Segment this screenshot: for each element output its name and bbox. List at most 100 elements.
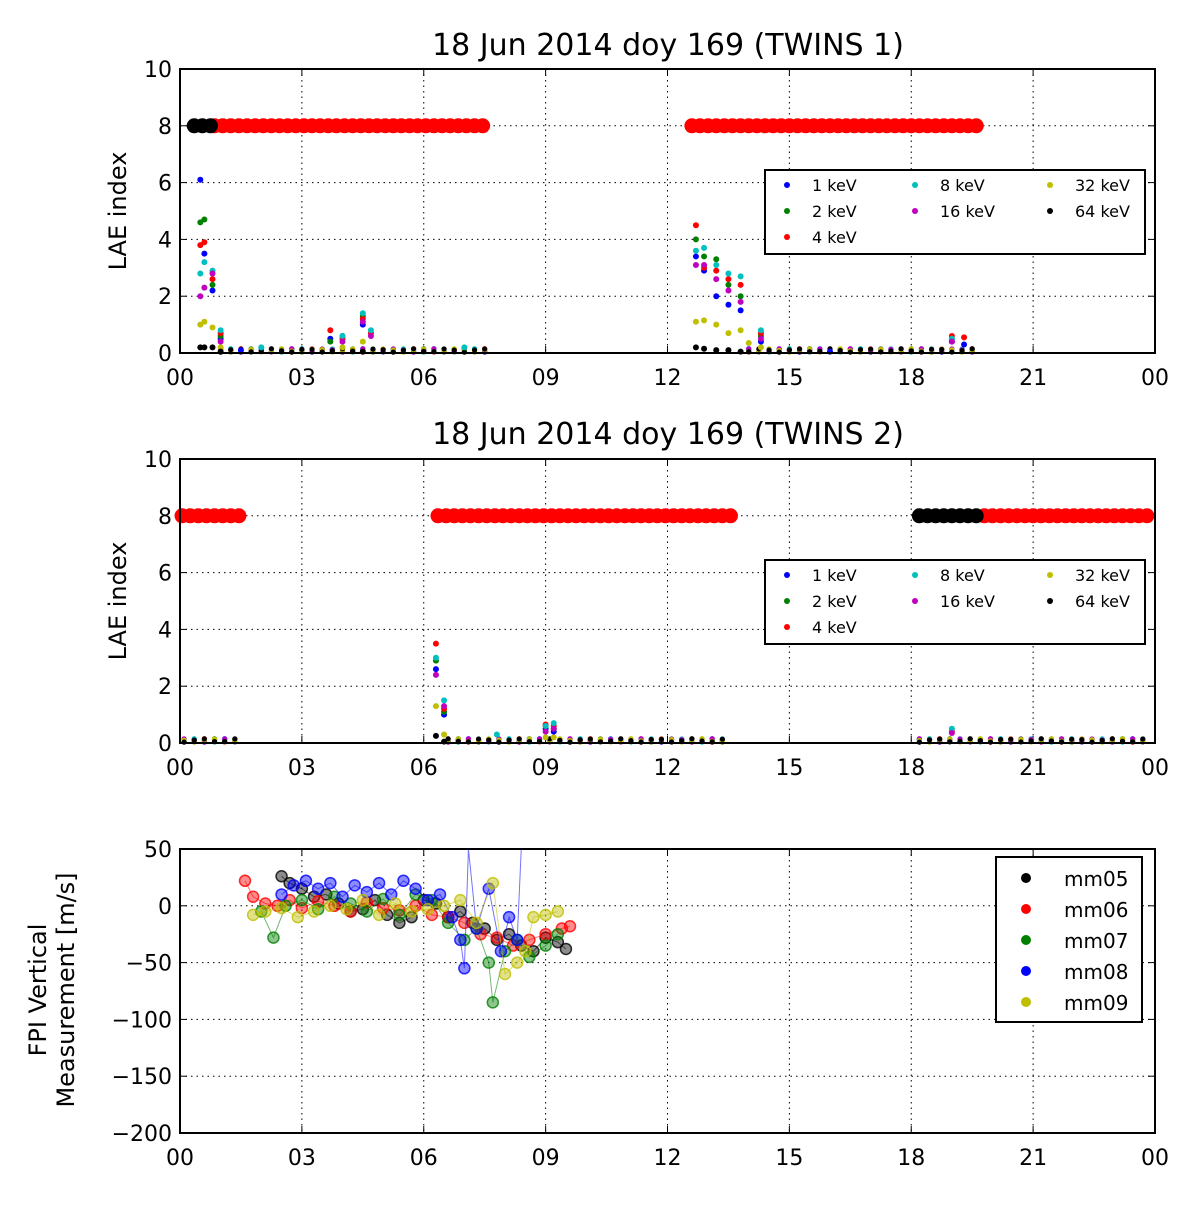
- data-point: [397, 874, 410, 888]
- flag-marker: [968, 508, 984, 524]
- y-tick-label: 2: [158, 675, 172, 700]
- data-point: [713, 321, 720, 328]
- flag-marker: [231, 508, 247, 524]
- data-point: [498, 967, 512, 981]
- legend-label: 4 keV: [812, 228, 857, 247]
- data-point: [868, 346, 874, 352]
- legend-label: mm05: [1064, 867, 1128, 891]
- data-point: [324, 876, 337, 890]
- legend-label: 32 keV: [1075, 566, 1130, 585]
- legend-label: mm08: [1064, 960, 1128, 984]
- legend-marker: [1021, 997, 1031, 1007]
- x-tick-label: 09: [532, 756, 560, 781]
- data-point: [618, 736, 624, 742]
- data-point: [275, 870, 288, 883]
- data-point: [928, 346, 935, 352]
- x-tick-label: 12: [654, 756, 682, 781]
- legend-box: [764, 559, 1146, 645]
- data-point: [470, 916, 483, 930]
- legend-label: 4 keV: [812, 618, 857, 637]
- data-point: [737, 273, 744, 280]
- data-point: [437, 899, 451, 913]
- data-point: [336, 890, 349, 903]
- data-point: [201, 216, 208, 223]
- x-tick-label: 18: [897, 366, 925, 391]
- data-point: [948, 730, 955, 737]
- x-tick-label: 03: [288, 1146, 316, 1171]
- legend-label: 16 keV: [940, 202, 995, 221]
- flag-marker: [475, 118, 491, 134]
- data-point: [539, 939, 552, 952]
- data-point: [692, 247, 699, 254]
- data-point: [405, 905, 418, 918]
- data-point: [209, 344, 216, 351]
- data-point: [737, 327, 744, 334]
- data-point: [692, 253, 699, 260]
- data-point: [445, 736, 451, 742]
- data-point: [359, 310, 366, 317]
- data-point: [796, 346, 803, 352]
- data-point: [1109, 736, 1115, 742]
- data-point: [209, 281, 216, 288]
- data-point: [757, 335, 764, 342]
- data-point: [701, 345, 708, 352]
- panel-title: 18 Jun 2014 doy 169 (TWINS 2): [432, 417, 904, 452]
- legend: 1 keV 8 keV 32 keV 2 keV 16 keV 64 keV 4 keV: [764, 169, 1146, 255]
- data-point: [393, 904, 406, 917]
- data-point: [701, 317, 708, 324]
- data-point: [441, 703, 448, 710]
- data-point: [327, 327, 334, 334]
- data-point: [692, 236, 699, 243]
- data-point: [551, 927, 565, 941]
- data-point: [372, 876, 386, 890]
- data-point: [237, 347, 244, 354]
- data-point: [482, 956, 495, 969]
- data-point: [563, 919, 577, 933]
- data-point: [837, 347, 843, 354]
- data-point: [359, 318, 366, 325]
- data-point: [217, 344, 224, 351]
- data-point: [725, 347, 732, 354]
- data-point: [232, 736, 238, 742]
- data-point: [201, 284, 208, 291]
- data-point: [432, 654, 439, 661]
- data-layer: [238, 848, 577, 1009]
- data-point: [409, 882, 422, 896]
- data-point: [197, 293, 204, 300]
- panel-title: 18 Jun 2014 doy 169 (TWINS 1): [432, 28, 904, 63]
- data-point: [542, 722, 549, 729]
- data-point: [713, 267, 720, 274]
- data-point: [550, 725, 557, 732]
- y-tick-label: 8: [158, 505, 172, 530]
- data-point: [268, 346, 275, 352]
- legend-marker: [912, 598, 918, 604]
- data-point: [410, 346, 417, 352]
- legend-marker: [784, 572, 790, 578]
- y-axis-label-line-2: Measurement [m/s]: [52, 872, 80, 1107]
- data-point: [577, 737, 583, 743]
- x-tick-label: 06: [410, 756, 438, 781]
- data-point: [432, 666, 439, 673]
- data-point: [510, 956, 524, 969]
- data-point: [454, 933, 467, 947]
- y-axis-label: LAE index: [104, 542, 132, 661]
- y-tick-label: 10: [144, 448, 172, 473]
- data-point: [454, 893, 467, 907]
- data-point: [432, 671, 439, 678]
- y-axis-label-line-1: FPI Vertical: [24, 924, 52, 1057]
- data-point: [307, 905, 321, 918]
- data-point: [421, 902, 435, 916]
- data-point: [324, 899, 337, 913]
- data-point: [658, 736, 665, 742]
- data-point: [725, 270, 732, 277]
- legend-marker: [784, 624, 790, 630]
- legend-marker: [784, 182, 790, 188]
- data-point: [542, 734, 549, 741]
- data-point: [713, 256, 720, 263]
- data-point: [1069, 736, 1075, 742]
- legend-marker: [1021, 873, 1031, 883]
- data-point: [1140, 736, 1146, 742]
- x-tick-label: 12: [654, 366, 682, 391]
- y-tick-label: 10: [144, 58, 172, 83]
